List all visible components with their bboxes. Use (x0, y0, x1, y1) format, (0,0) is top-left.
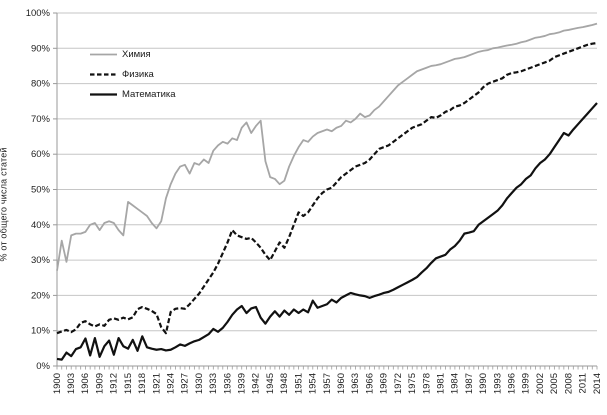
y-tick-label: 100% (26, 8, 51, 19)
physics-line (56, 41, 598, 335)
y-tick-label: 80% (31, 79, 51, 90)
x-tick-label: 1933 (208, 373, 219, 394)
y-tick-label: 0% (36, 361, 50, 372)
x-tick-label: 1999 (521, 373, 532, 394)
x-tick-label: 1984 (450, 373, 461, 394)
legend-item-chemistry: Химия (90, 48, 176, 61)
x-tick-labels: 1900 1903 1906 1909 1912 1915 1918 1921 1924 1927… (52, 373, 603, 394)
mathematics-line-swatch-icon (90, 93, 117, 96)
x-tick-label: 1918 (137, 373, 148, 394)
x-tick-label: 1954 (308, 373, 319, 394)
x-tick-label: 1969 (379, 373, 390, 394)
y-tick-label: 50% (31, 185, 51, 196)
x-tick-label: 1936 (222, 373, 233, 394)
x-tick-label: 2014 (592, 373, 603, 394)
x-tick-label: 1996 (507, 373, 518, 394)
x-tick-label: 1966 (364, 373, 375, 394)
x-tick-label: 1912 (109, 373, 120, 394)
physics-line-swatch-icon (90, 73, 117, 76)
x-tick-label: 1990 (478, 373, 489, 394)
x-tick-label: 2005 (549, 373, 560, 394)
x-tick-label: 1909 (94, 373, 105, 394)
x-tick-label: 1951 (293, 373, 304, 394)
legend-label-chemistry: Химия (122, 49, 151, 60)
x-tick-label: 1981 (435, 373, 446, 394)
legend: Химия Физика Математика (90, 48, 176, 101)
legend-label-mathematics: Математика (122, 89, 176, 100)
x-tick-label: 1942 (251, 373, 262, 394)
x-tick-label: 2011 (578, 373, 589, 393)
x-tick-label: 2008 (563, 373, 574, 394)
x-tick-label: 1987 (464, 373, 475, 394)
y-tick-label: 70% (31, 114, 51, 125)
legend-label-physics: Физика (122, 69, 154, 80)
y-tick-label: 40% (31, 220, 51, 231)
x-tick-label: 1957 (322, 373, 333, 394)
x-tick-label: 1972 (393, 373, 404, 394)
y-tick-label: 90% (31, 43, 51, 54)
chemistry-line-swatch-icon (90, 53, 117, 56)
x-tick-label: 1960 (336, 373, 347, 394)
x-axis-ticks (56, 366, 598, 370)
x-tick-label: 1930 (194, 373, 205, 394)
legend-item-mathematics: Математика (90, 88, 176, 101)
y-tick-label: 30% (31, 255, 51, 266)
y-tick-label: 20% (31, 290, 51, 301)
x-tick-label: 1924 (165, 373, 176, 394)
x-tick-label: 1948 (279, 373, 290, 394)
x-tick-label: 1903 (66, 373, 77, 394)
mathematics-line (56, 102, 598, 361)
x-tick-label: 1915 (123, 373, 134, 394)
y-tick-label: 60% (31, 149, 51, 160)
y-tick-labels: 0% 10% 20% 30% 40% 50% 60% 70% 80% 90% 100% (26, 8, 57, 372)
x-tick-label: 1939 (237, 373, 248, 394)
x-tick-label: 1963 (350, 373, 361, 394)
x-tick-label: 1900 (52, 373, 63, 394)
y-tick-label: 10% (31, 326, 51, 337)
x-tick-label: 1945 (265, 373, 276, 394)
chemistry-line (56, 22, 598, 271)
x-tick-label: 1906 (80, 373, 91, 394)
x-tick-label: 1993 (492, 373, 503, 394)
x-tick-label: 1921 (151, 373, 162, 394)
x-tick-label: 1927 (180, 373, 191, 394)
x-tick-label: 1975 (407, 373, 418, 394)
legend-item-physics: Физика (90, 68, 176, 81)
x-tick-label: 1978 (421, 373, 432, 394)
x-tick-label: 2002 (535, 373, 546, 394)
